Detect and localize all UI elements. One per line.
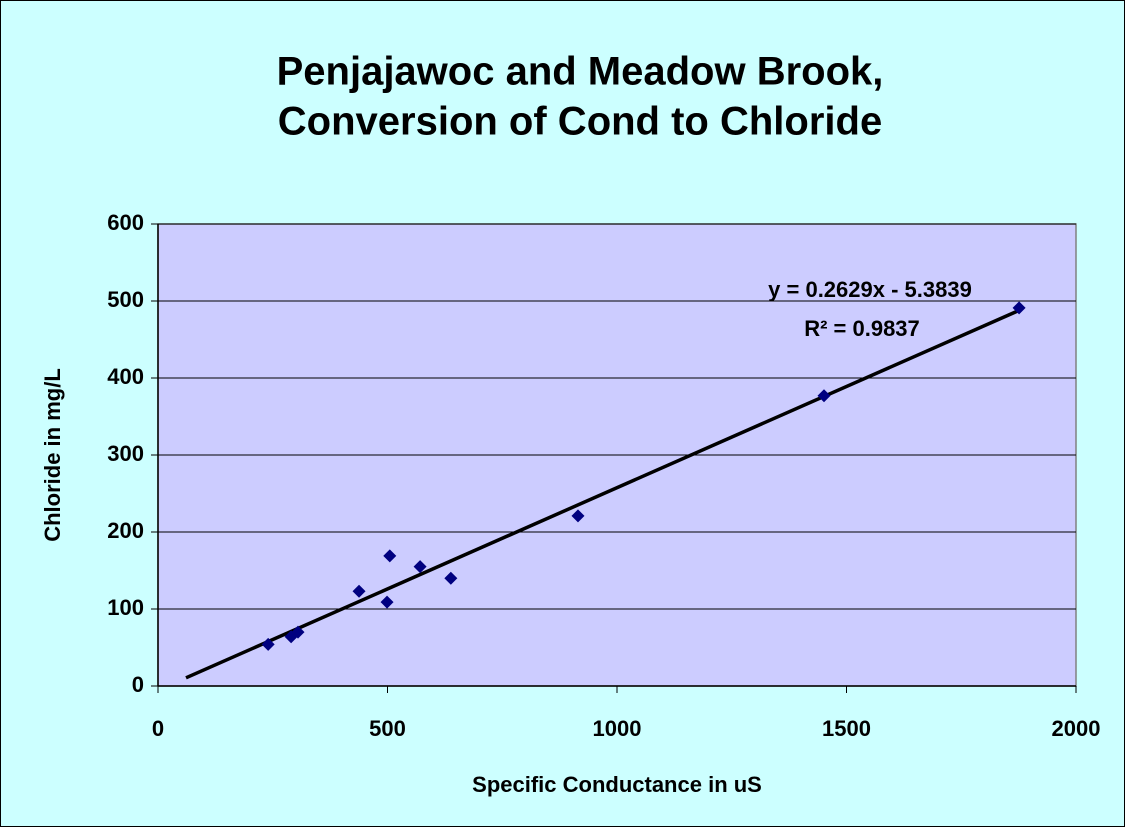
y-tick-label: 100 — [107, 595, 144, 620]
x-tick-label: 0 — [152, 716, 164, 741]
marker — [291, 625, 305, 639]
marker — [383, 549, 397, 563]
x-tick-label: 500 — [369, 716, 406, 741]
x-axis-title: Specific Conductance in uS — [472, 772, 762, 797]
marker — [261, 637, 275, 651]
annotation: y = 0.2629x - 5.3839 — [768, 277, 972, 302]
chart-title: Penjajawoc and Meadow Brook, — [277, 50, 884, 94]
marker — [571, 509, 585, 523]
y-tick-label: 600 — [107, 210, 144, 235]
marker — [1012, 301, 1026, 315]
marker — [380, 595, 394, 609]
y-tick-label: 200 — [107, 518, 144, 543]
y-tick-label: 500 — [107, 287, 144, 312]
annotation: R² = 0.9837 — [804, 316, 920, 341]
x-tick-label: 1500 — [822, 716, 871, 741]
y-axis-title: Chloride in mg/L — [40, 368, 65, 542]
x-tick-label: 1000 — [593, 716, 642, 741]
y-tick-label: 400 — [107, 364, 144, 389]
trendline — [185, 308, 1020, 680]
x-tick-label: 2000 — [1052, 716, 1101, 741]
y-tick-label: 300 — [107, 441, 144, 466]
marker — [352, 584, 366, 598]
chart-title: Conversion of Cond to Chloride — [278, 100, 882, 144]
y-tick-label: 0 — [132, 672, 144, 697]
marker — [444, 571, 458, 585]
marker — [817, 389, 831, 403]
marker — [413, 560, 427, 574]
